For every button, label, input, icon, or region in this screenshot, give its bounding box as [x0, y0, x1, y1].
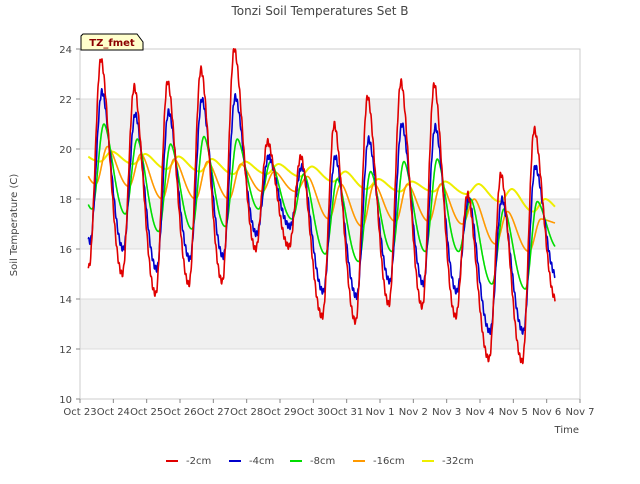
series-layer — [87, 47, 556, 365]
y-tick-label: 24 — [59, 45, 72, 56]
series-line-minus-8cm — [87, 123, 556, 290]
y-tick-label: 12 — [59, 345, 72, 356]
y-tick-label: 10 — [59, 395, 72, 406]
x-axis-title: Time — [554, 425, 579, 436]
x-tick-label: Nov 1 — [365, 407, 394, 418]
y-tick-label: 20 — [59, 145, 72, 156]
x-axis: Oct 23 Oct 24 Oct 25 Oct 26 Oct 27 Oct 28 Oct … — [63, 399, 595, 418]
x-tick-label: Oct 27 — [197, 407, 230, 418]
legend-label: -32cm — [442, 456, 474, 467]
x-tick-label: Nov 3 — [432, 407, 461, 418]
site-tag-box — [80, 33, 144, 51]
series-line-minus-2cm — [87, 47, 556, 365]
y-tick-label: 22 — [59, 95, 72, 106]
x-tick-label: Oct 23 — [63, 407, 96, 418]
y-axis-title: Soil Temperature (C) — [9, 174, 20, 277]
site-tag: TZ_fmet — [80, 33, 144, 51]
legend-label: -8cm — [310, 456, 335, 467]
grid-band — [80, 349, 580, 399]
x-tick-label: Oct 25 — [130, 407, 163, 418]
grid-band — [80, 99, 580, 149]
legend-label: -16cm — [373, 456, 405, 467]
x-tick-label: Oct 30 — [297, 407, 330, 418]
x-tick-label: Nov 7 — [565, 407, 594, 418]
y-tick-label: 14 — [59, 295, 72, 306]
y-tick-label: 18 — [59, 195, 72, 206]
x-tick-label: Oct 31 — [330, 407, 363, 418]
x-tick-label: Nov 4 — [465, 407, 494, 418]
y-tick-label: 16 — [59, 245, 72, 256]
legend-label: -2cm — [186, 456, 211, 467]
legend: -2cm -4cm -8cm -16cm -32cm — [166, 456, 474, 467]
x-tick-label: Oct 26 — [163, 407, 196, 418]
x-tick-label: Nov 2 — [399, 407, 428, 418]
x-tick-label: Oct 29 — [263, 407, 296, 418]
legend-label: -4cm — [249, 456, 274, 467]
series-line-minus-4cm — [87, 88, 556, 336]
y-axis: 10 12 14 16 18 20 22 24 — [59, 45, 80, 406]
grid-band — [80, 299, 580, 349]
series-line-minus-16cm — [87, 145, 556, 253]
x-tick-label: Nov 6 — [532, 407, 561, 418]
x-tick-label: Nov 5 — [499, 407, 528, 418]
x-tick-label: Oct 28 — [230, 407, 263, 418]
site-tag-label: TZ_fmet — [89, 38, 135, 49]
x-tick-label: Oct 24 — [97, 407, 130, 418]
grid-band — [80, 49, 580, 99]
chart-title: Tonzi Soil Temperatures Set B — [231, 4, 409, 18]
plot-frame — [79, 48, 581, 400]
